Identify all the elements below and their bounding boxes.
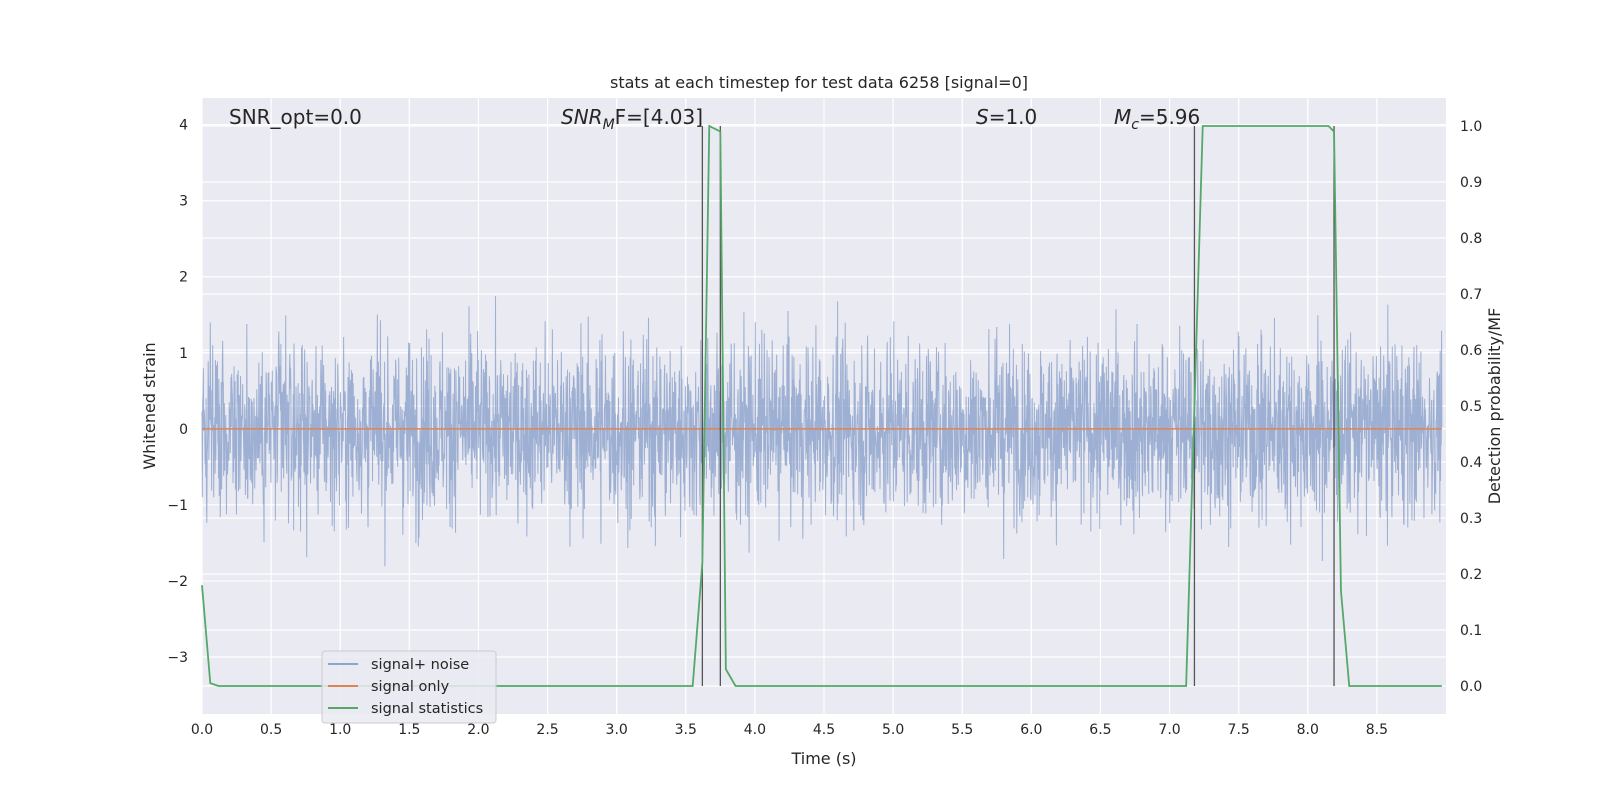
y-axis-ticks: 4 3 2 1 0 −1 −2 −3	[167, 118, 188, 666]
x-tick-label: 2.0	[467, 722, 489, 738]
legend-label-signal-noise: signal+ noise	[371, 657, 469, 673]
y-tick-label: 4	[179, 118, 188, 134]
y2-tick-label: 0.6	[1460, 343, 1482, 359]
series-signal-noise	[201, 296, 1443, 567]
x-tick-label: 1.0	[329, 722, 351, 738]
x-tick-label: 0.5	[260, 722, 282, 738]
annotation-snr-mf-sub: M	[603, 117, 615, 133]
x-tick-label: 1.5	[398, 722, 420, 738]
signal-statistics-line	[201, 124, 1442, 687]
x-tick-label: 8.5	[1366, 722, 1388, 738]
x-tick-label: 6.0	[1020, 722, 1042, 738]
x-tick-label: 5.0	[882, 722, 904, 738]
legend-label-signal-statistics: signal statistics	[371, 701, 483, 717]
y2-tick-label: 0.7	[1460, 287, 1482, 303]
y-axis-label: Whitened strain	[140, 342, 159, 469]
x-tick-label: 7.0	[1158, 722, 1180, 738]
annotation-s: S=1.0	[976, 105, 1037, 129]
annotation-mc-main: M	[1114, 105, 1131, 129]
y2-tick-label: 0.3	[1460, 511, 1482, 527]
chart-title: stats at each timestep for test data 625…	[610, 73, 1028, 92]
y2-tick-label: 1.0	[1460, 119, 1482, 135]
y2-tick-label: 0.0	[1460, 679, 1482, 695]
y2-tick-label: 0.9	[1460, 175, 1482, 191]
x-tick-label: 4.0	[744, 722, 766, 738]
y2-tick-label: 0.1	[1460, 623, 1482, 639]
y2-tick-label: 0.4	[1460, 455, 1482, 471]
y-tick-label: −2	[167, 574, 188, 590]
y-tick-label: 2	[179, 270, 188, 286]
y2-tick-label: 0.5	[1460, 399, 1482, 415]
legend: signal+ noise signal only signal statist…	[321, 650, 497, 724]
annotation-snr-mf-rest: F=[4.03]	[615, 105, 703, 129]
annotation-s-rest: =1.0	[989, 105, 1038, 129]
y-tick-label: 0	[179, 422, 188, 438]
y2-axis-ticks: 1.0 0.9 0.8 0.7 0.6 0.5 0.4 0.3 0.2 0.1 0.0	[1460, 119, 1482, 695]
y-tick-label: 3	[179, 194, 188, 210]
x-axis-label: Time (s)	[790, 749, 856, 768]
x-tick-label: 7.5	[1228, 722, 1250, 738]
y2-axis-label: Detection probability/MF	[1485, 308, 1504, 505]
x-tick-label: 3.5	[675, 722, 697, 738]
x-tick-label: 4.5	[813, 722, 835, 738]
legend-label-signal-only: signal only	[371, 679, 450, 695]
x-tick-label: 2.5	[536, 722, 558, 738]
y2-tick-label: 0.2	[1460, 567, 1482, 583]
x-tick-label: 5.5	[951, 722, 973, 738]
y-tick-label: −3	[167, 650, 188, 666]
x-tick-label: 8.0	[1297, 722, 1319, 738]
annotations: SNR_opt=0.0 SNRMF=[4.03] S=1.0 Mc=5.96	[229, 105, 1200, 133]
x-axis-ticks: 0.0 0.5 1.0 1.5 2.0 2.5 3.0 3.5 4.0 4.5 5.0 5.5 6.0 6…	[191, 722, 1388, 738]
signal-noise-line	[201, 296, 1443, 567]
annotation-mc: Mc=5.96	[1114, 105, 1200, 133]
legend-box	[321, 650, 497, 724]
annotation-mc-sub: c	[1131, 117, 1139, 133]
x-tick-label: 3.0	[606, 722, 628, 738]
x-tick-label: 6.5	[1089, 722, 1111, 738]
annotation-snr-opt: SNR_opt=0.0	[229, 105, 362, 129]
annotation-mc-rest: =5.96	[1139, 105, 1200, 129]
series-signal-statistics	[201, 124, 1442, 687]
annotation-snr-mf-main: SNR	[561, 105, 603, 129]
annotation-s-main: S	[976, 105, 989, 129]
x-tick-label: 0.0	[191, 722, 213, 738]
y-tick-label: 1	[179, 346, 188, 362]
annotation-snr-mf: SNRMF=[4.03]	[561, 105, 703, 133]
y2-tick-label: 0.8	[1460, 231, 1482, 247]
y-tick-label: −1	[167, 498, 188, 514]
